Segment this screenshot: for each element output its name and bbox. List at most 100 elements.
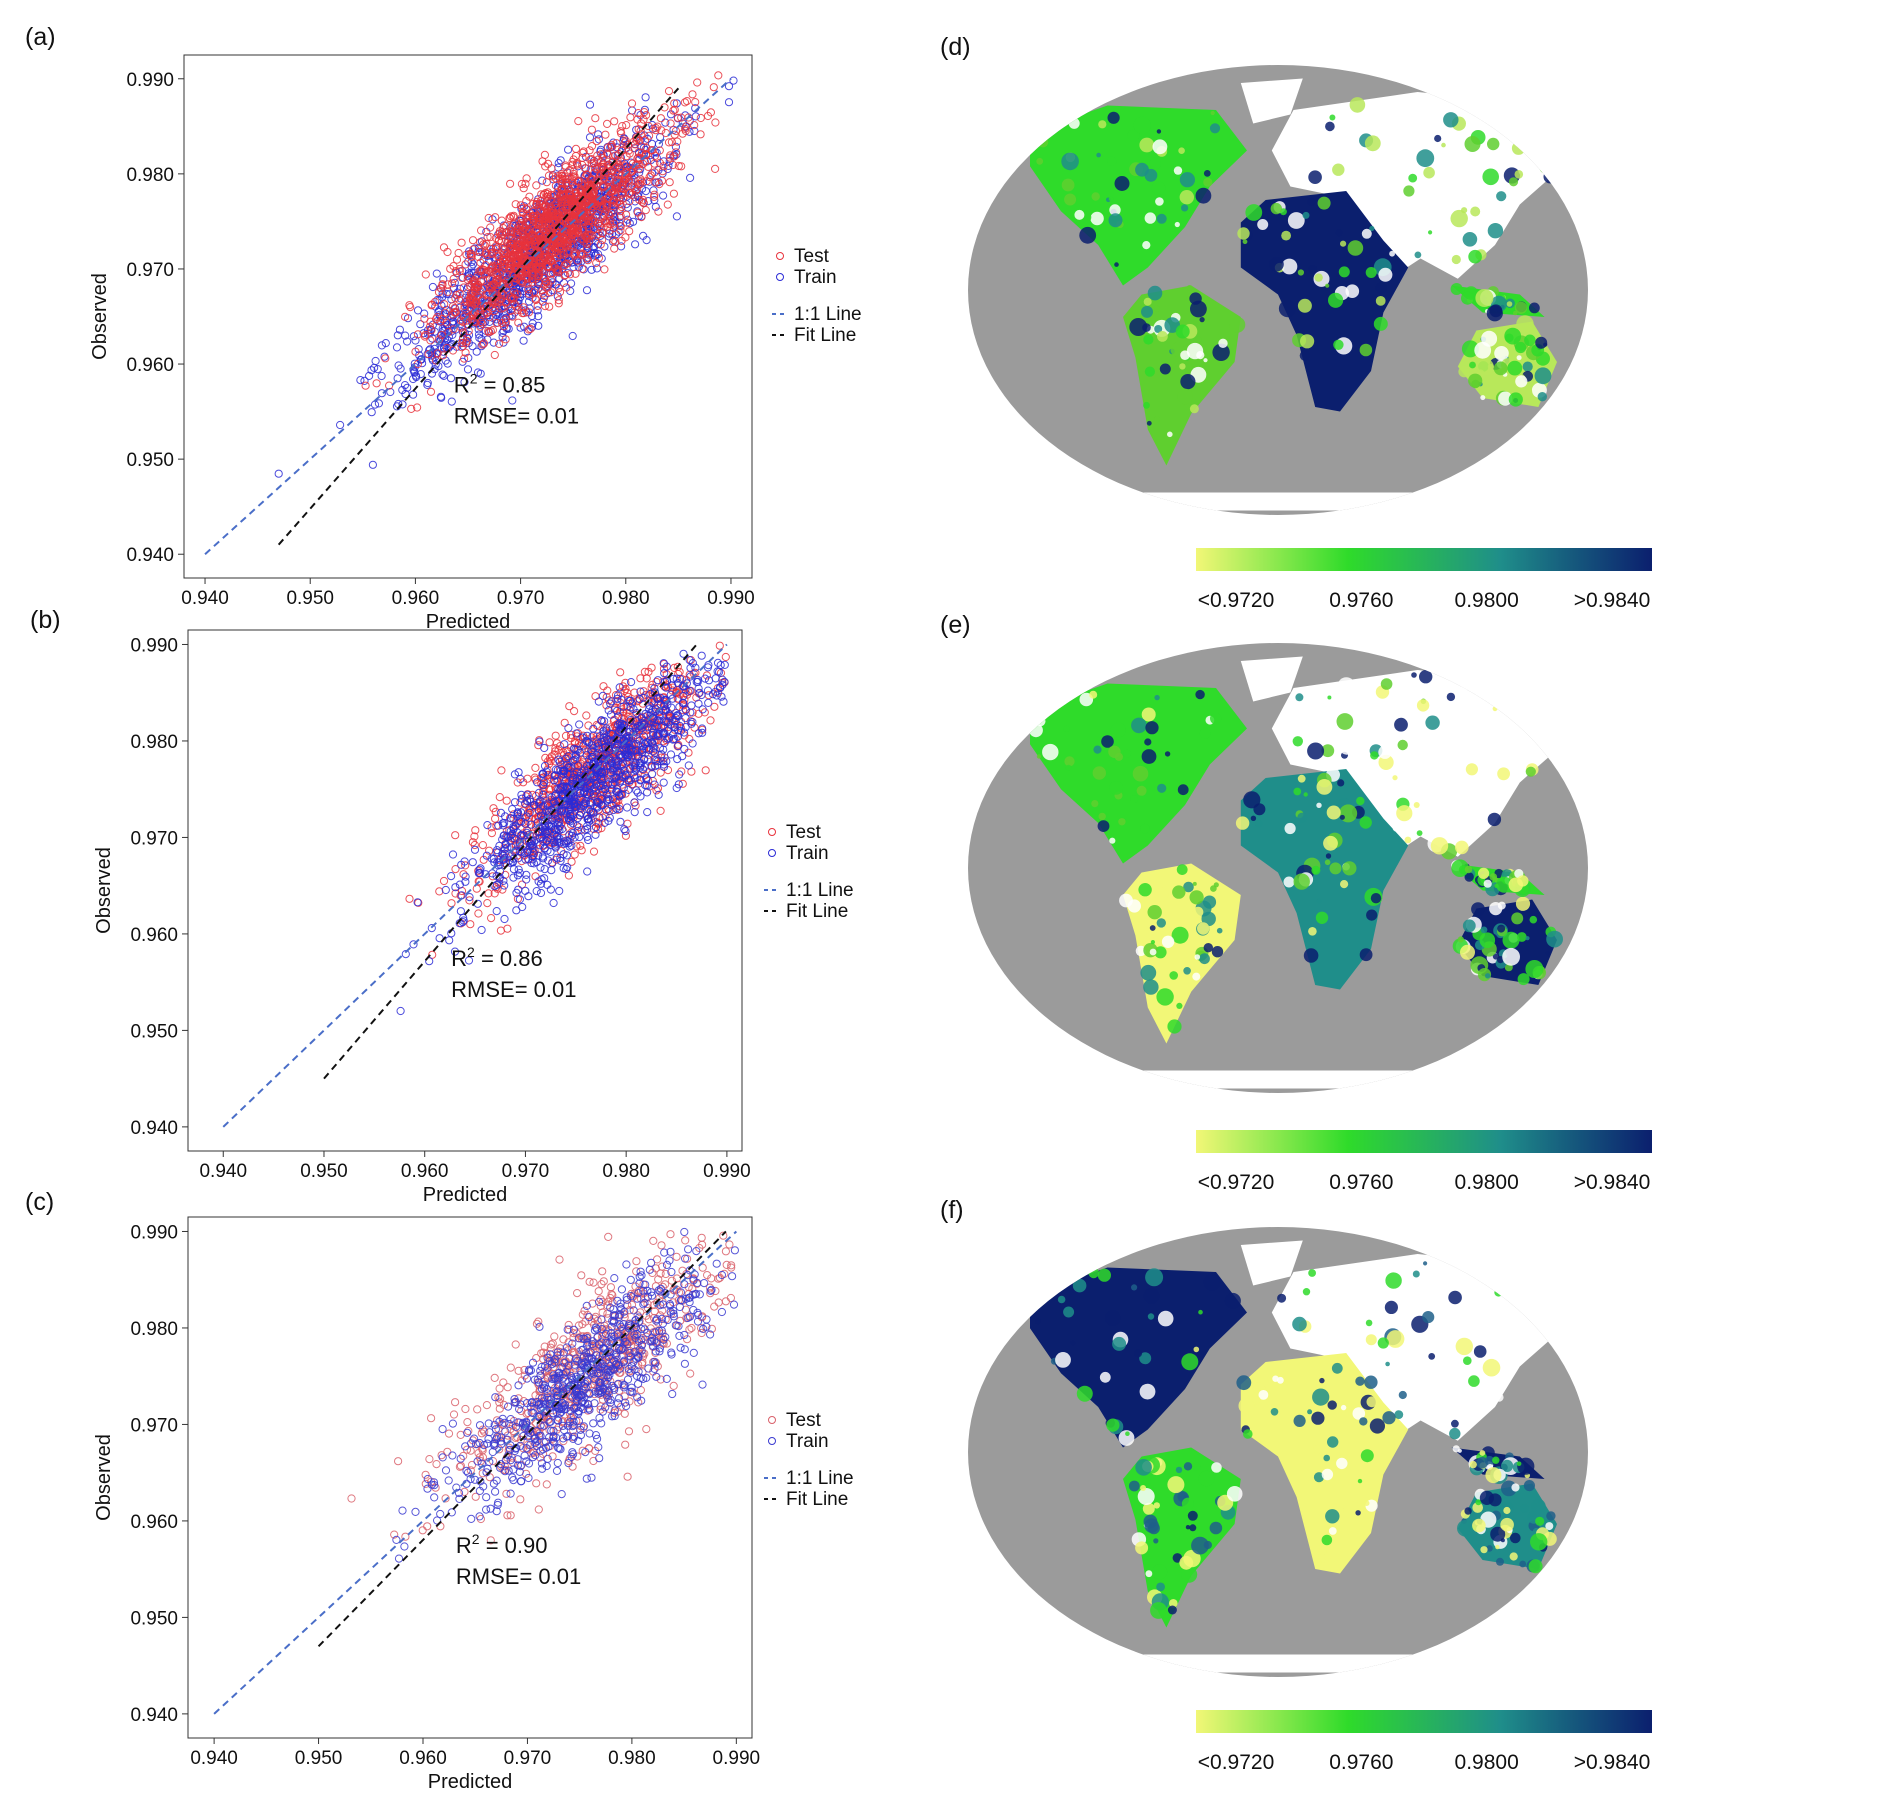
point <box>581 181 590 190</box>
point <box>570 755 579 764</box>
point <box>478 841 487 850</box>
point <box>506 306 515 315</box>
point <box>677 162 686 171</box>
point <box>361 381 370 390</box>
point <box>578 208 587 217</box>
point <box>534 851 543 860</box>
point <box>517 790 526 799</box>
y-tick-label: 0.940 <box>126 545 174 566</box>
point <box>464 956 474 965</box>
point <box>424 350 433 359</box>
point <box>710 702 719 711</box>
point <box>522 812 531 821</box>
point <box>461 861 470 870</box>
point <box>365 371 374 380</box>
point <box>418 1526 427 1535</box>
point <box>409 332 418 341</box>
point <box>495 1384 504 1393</box>
point <box>599 171 608 180</box>
point <box>460 301 469 311</box>
point <box>463 272 472 281</box>
point <box>604 816 613 826</box>
point <box>672 212 682 221</box>
point <box>602 701 611 710</box>
y-tick-label: 0.950 <box>130 1021 178 1042</box>
point <box>568 178 577 187</box>
point <box>501 335 510 344</box>
point <box>552 264 561 274</box>
point <box>654 139 664 149</box>
point <box>674 726 683 735</box>
point <box>459 1451 468 1461</box>
point <box>635 136 644 146</box>
point <box>550 1332 559 1341</box>
point <box>706 108 716 117</box>
point <box>650 780 659 789</box>
point <box>374 399 383 408</box>
point <box>569 241 578 250</box>
data-points <box>347 1227 740 1563</box>
point <box>595 744 604 754</box>
point <box>686 173 695 182</box>
y-tick-label: 0.940 <box>130 1118 178 1139</box>
point <box>594 230 603 239</box>
point <box>377 371 386 381</box>
point <box>525 192 534 201</box>
point <box>509 211 518 220</box>
point <box>411 347 420 356</box>
point <box>631 759 640 768</box>
point <box>669 189 679 198</box>
point <box>540 761 550 771</box>
point <box>438 370 447 379</box>
point <box>569 1333 578 1342</box>
point <box>620 740 629 749</box>
point <box>548 226 557 235</box>
point <box>536 863 545 872</box>
point <box>547 205 556 214</box>
data-points <box>274 71 738 478</box>
point <box>559 190 569 199</box>
point <box>449 274 458 283</box>
point <box>613 694 622 703</box>
point <box>458 317 468 327</box>
point <box>589 1278 598 1287</box>
point <box>535 737 544 746</box>
point <box>435 296 444 305</box>
point <box>554 813 563 823</box>
point <box>673 137 682 146</box>
point <box>621 1440 630 1449</box>
y-tick-label: 0.980 <box>126 165 174 186</box>
point <box>521 855 530 864</box>
point <box>448 279 457 288</box>
point <box>575 789 585 798</box>
point <box>488 326 497 335</box>
point <box>517 179 527 189</box>
point <box>674 712 683 721</box>
point <box>656 693 665 702</box>
x-axis-label: Predicted <box>423 1184 508 1206</box>
point <box>663 734 672 744</box>
point <box>651 1264 660 1273</box>
point <box>698 1263 707 1272</box>
point <box>448 850 458 859</box>
point <box>461 348 470 357</box>
point <box>603 794 613 804</box>
point <box>570 850 579 859</box>
point <box>528 278 537 287</box>
point <box>599 182 608 191</box>
point <box>483 899 492 908</box>
point <box>426 336 435 345</box>
point <box>495 269 504 278</box>
point <box>459 870 468 879</box>
point <box>516 214 526 223</box>
point <box>573 821 582 831</box>
point <box>440 343 449 352</box>
point <box>513 871 523 880</box>
point <box>509 865 519 874</box>
point <box>465 896 474 905</box>
point <box>633 208 642 217</box>
scatter-panel-c: (c)0.9400.9400.9500.9500.9600.9600.9700.… <box>25 1188 854 1793</box>
point <box>621 169 630 178</box>
point <box>473 368 483 377</box>
point <box>623 819 632 828</box>
